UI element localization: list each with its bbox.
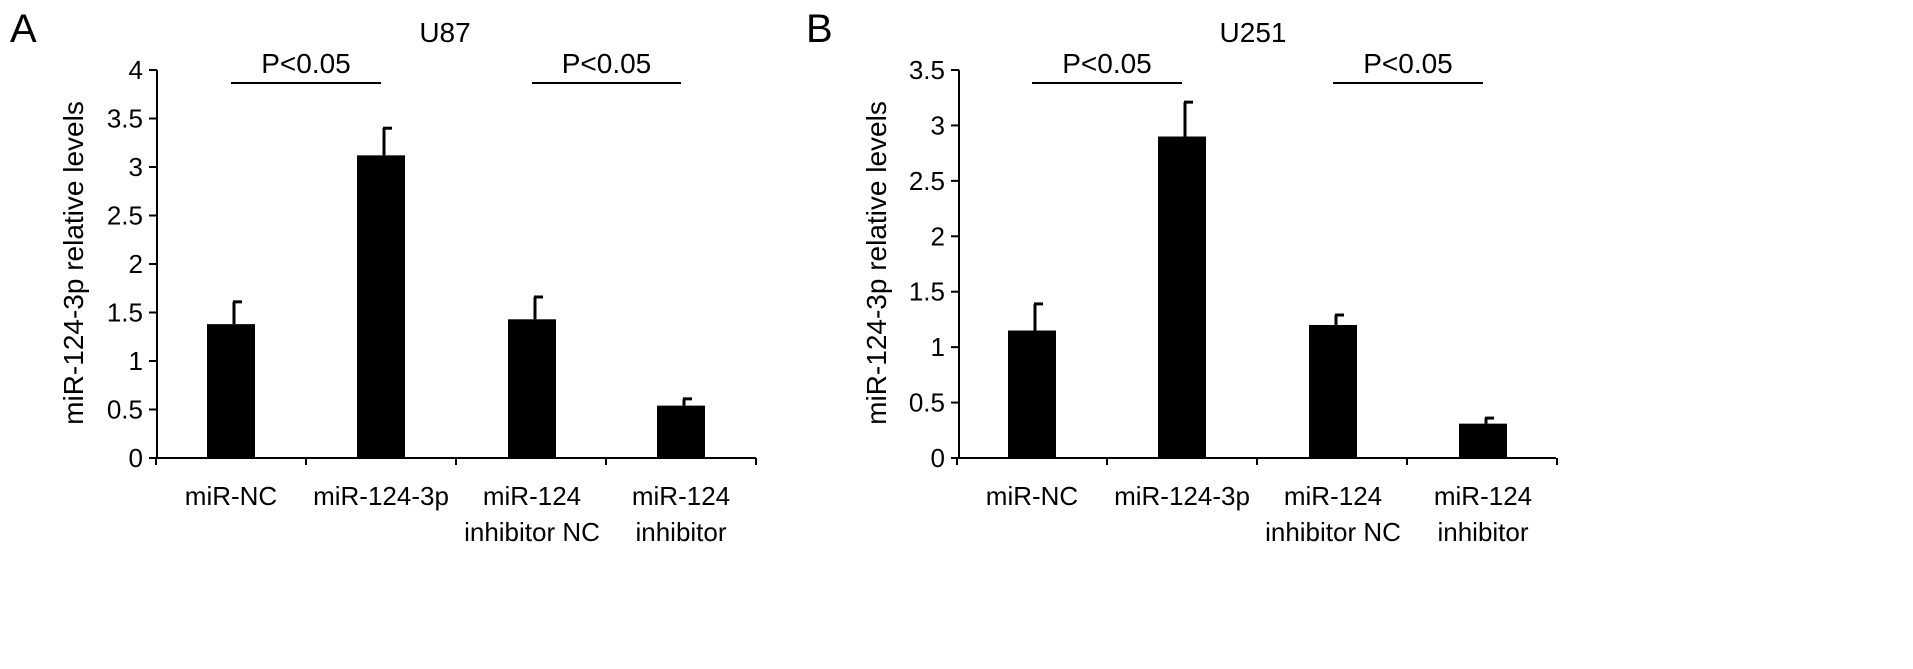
y-tick-label: 2.5 [107, 201, 143, 231]
bar [1309, 324, 1357, 458]
category-label: miR-NC [185, 481, 277, 511]
bar [1008, 330, 1056, 458]
panel-letter: A [10, 7, 37, 51]
category-label: inhibitor [1437, 517, 1528, 547]
y-axis-label: miR-124-3p relative levels [58, 101, 89, 425]
y-tick-label: 3 [129, 152, 143, 182]
y-tick-label: 2 [129, 249, 143, 279]
chart-marks: 0 0.5 1 1.5 2 2.5 3 3.5 miR-NC miR-124-3p miR-124 i… [909, 48, 1558, 547]
panel-letter: B [806, 7, 833, 51]
category-label: inhibitor NC [1265, 517, 1401, 547]
bar [508, 319, 556, 458]
bar [207, 324, 255, 458]
bar [657, 405, 705, 458]
bar [357, 155, 405, 459]
y-tick-label: 2.5 [909, 166, 945, 196]
y-tick-label: 4 [129, 55, 143, 85]
y-tick-label: 1 [931, 332, 945, 362]
category-label: miR-124-3p [1114, 481, 1250, 511]
y-axis-label: miR-124-3p relative levels [861, 101, 892, 425]
category-label: miR-124-3p [313, 481, 449, 511]
category-label: inhibitor [635, 517, 726, 547]
category-label: miR-124 [1284, 481, 1382, 511]
y-tick-label: 0.5 [107, 395, 143, 425]
y-tick-label: 3 [931, 110, 945, 140]
category-label: miR-124 [1434, 481, 1532, 511]
panel-a: A U87 miR-124-3p relative levels 0 0.5 1 1.… [10, 7, 757, 547]
y-tick-label: 0 [129, 443, 143, 473]
significance-label: P<0.05 [562, 48, 652, 79]
y-tick-label: 0.5 [909, 388, 945, 418]
panel-b: B U251 miR-124-3p relative levels 0 0.5 1 1… [806, 7, 1558, 547]
chart-title: U87 [419, 17, 470, 48]
y-tick-label: 3.5 [107, 104, 143, 134]
bar [1459, 423, 1507, 458]
y-tick-label: 0 [931, 443, 945, 473]
significance-label: P<0.05 [1062, 48, 1152, 79]
category-label: miR-NC [986, 481, 1078, 511]
y-tick-label: 1.5 [107, 298, 143, 328]
category-label: miR-124 [483, 481, 581, 511]
significance-label: P<0.05 [1363, 48, 1453, 79]
y-tick-label: 1 [129, 346, 143, 376]
y-tick-label: 3.5 [909, 55, 945, 85]
y-tick-label: 2 [931, 221, 945, 251]
chart-marks: 0 0.5 1 1.5 2 2.5 3 3.5 4 miR-NC miR-124-3p miR-124… [107, 48, 757, 547]
chart-title: U251 [1220, 17, 1287, 48]
category-label: inhibitor NC [464, 517, 600, 547]
significance-label: P<0.05 [261, 48, 351, 79]
bar [1158, 136, 1206, 458]
category-label: miR-124 [632, 481, 730, 511]
y-tick-label: 1.5 [909, 277, 945, 307]
